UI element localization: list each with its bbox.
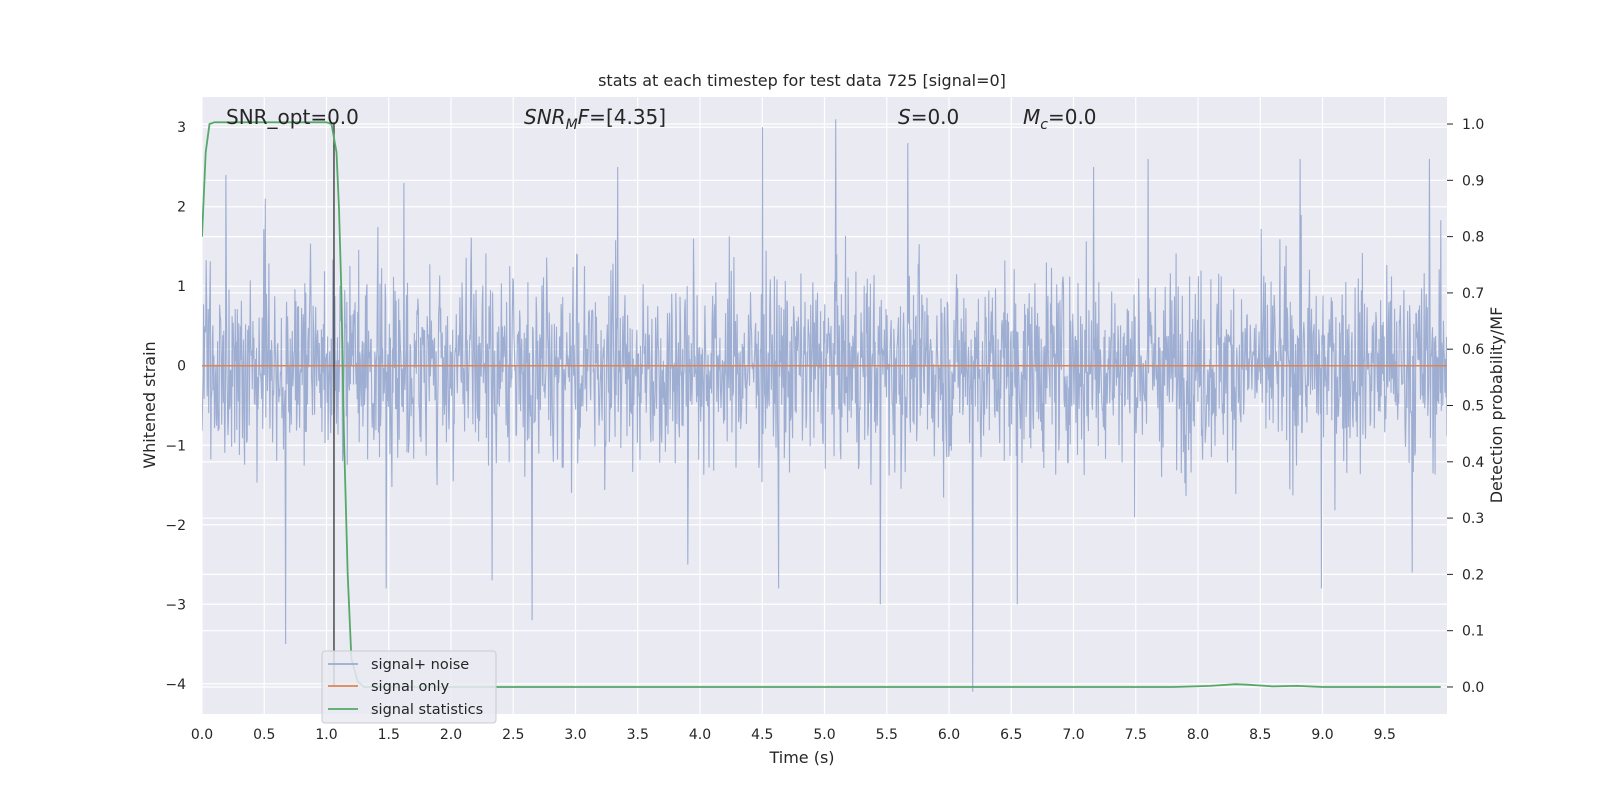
y-tick-label-right: 0.0: [1462, 680, 1484, 696]
right-axis: 1.0 0.9 0.8 0.7 0.6 0.5 0.4 0.3 0.2 0.1 0.0: [1447, 117, 1484, 696]
x-tick-label: 6.5: [1000, 727, 1022, 743]
left-axis: 3 2 1 0 −1 −2 −3 −4: [165, 120, 186, 693]
x-tick-label: 1.5: [378, 727, 400, 743]
y-tick-label-left: 0: [177, 359, 186, 375]
y-axis-label-left: Whitened strain: [140, 341, 159, 468]
x-tick-label: 7.0: [1062, 727, 1084, 743]
x-tick-label: 8.0: [1187, 727, 1209, 743]
annotation-snr-mf: SNRMF=[4.35]: [524, 105, 666, 133]
y-tick-label-right: 0.5: [1462, 399, 1484, 415]
chart-title: stats at each timestep for test data 725…: [598, 71, 1006, 90]
x-tick-label: 1.0: [315, 727, 337, 743]
y-tick-label-right: 0.3: [1462, 511, 1484, 527]
legend-label-signal-only: signal only: [371, 679, 450, 695]
y-tick-label-right: 0.7: [1462, 286, 1484, 302]
y-tick-label-right: 0.1: [1462, 624, 1484, 640]
x-tick-label: 2.5: [502, 727, 524, 743]
x-tick-label: 5.0: [813, 727, 835, 743]
y-tick-label-right: 0.9: [1462, 173, 1484, 189]
x-tick-label: 8.5: [1249, 727, 1271, 743]
y-tick-label-right: 0.6: [1462, 342, 1484, 358]
legend-label-noise: signal+ noise: [371, 657, 469, 673]
x-tick-label: 4.5: [751, 727, 773, 743]
annotation-snr-opt: SNR_opt=0.0: [226, 105, 359, 129]
x-axis-label: Time (s): [768, 748, 834, 767]
series-signal-noise: [202, 119, 1447, 692]
annotation-mc: Mc=0.0: [1023, 105, 1097, 133]
y-axis-label-right: Detection probability/MF: [1487, 307, 1506, 504]
y-tick-label-left: 1: [177, 279, 186, 295]
y-tick-label-right: 0.2: [1462, 567, 1484, 583]
x-tick-label: 9.5: [1374, 727, 1396, 743]
x-tick-label: 3.0: [564, 727, 586, 743]
y-tick-label-right: 0.4: [1462, 455, 1484, 471]
legend-box: [321, 650, 497, 724]
x-tick-label: 4.0: [689, 727, 711, 743]
annotation-s: S=0.0: [898, 105, 959, 129]
y-tick-label-left: 2: [177, 200, 186, 216]
y-tick-label-left: 3: [177, 120, 186, 136]
x-tick-label: 0.0: [191, 727, 213, 743]
legend: signal+ noise signal only signal statist…: [321, 650, 497, 724]
y-tick-label-left: −3: [165, 597, 186, 613]
y-tick-label-right: 1.0: [1462, 117, 1484, 133]
x-tick-label: 2.0: [440, 727, 462, 743]
y-tick-label-left: −2: [165, 518, 186, 534]
x-tick-label: 6.0: [938, 727, 960, 743]
y-tick-label-right: 0.8: [1462, 230, 1484, 246]
y-tick-label-left: −1: [165, 438, 186, 454]
annotation-mc-value: =0.0: [1048, 105, 1097, 129]
y-tick-label-left: −4: [165, 677, 186, 693]
x-axis: 0.0 0.5 1.0 1.5 2.0 2.5 3.0 3.5 4.0 4.5 5.0 5.5 6.0 6…: [191, 727, 1396, 743]
annotation-snr-mf-value: [4.35]: [606, 105, 666, 129]
x-tick-label: 3.5: [627, 727, 649, 743]
x-tick-label: 5.5: [876, 727, 898, 743]
x-tick-label: 9.0: [1311, 727, 1333, 743]
x-tick-label: 0.5: [253, 727, 275, 743]
legend-label-statistics: signal statistics: [371, 702, 483, 718]
x-tick-label: 7.5: [1125, 727, 1147, 743]
